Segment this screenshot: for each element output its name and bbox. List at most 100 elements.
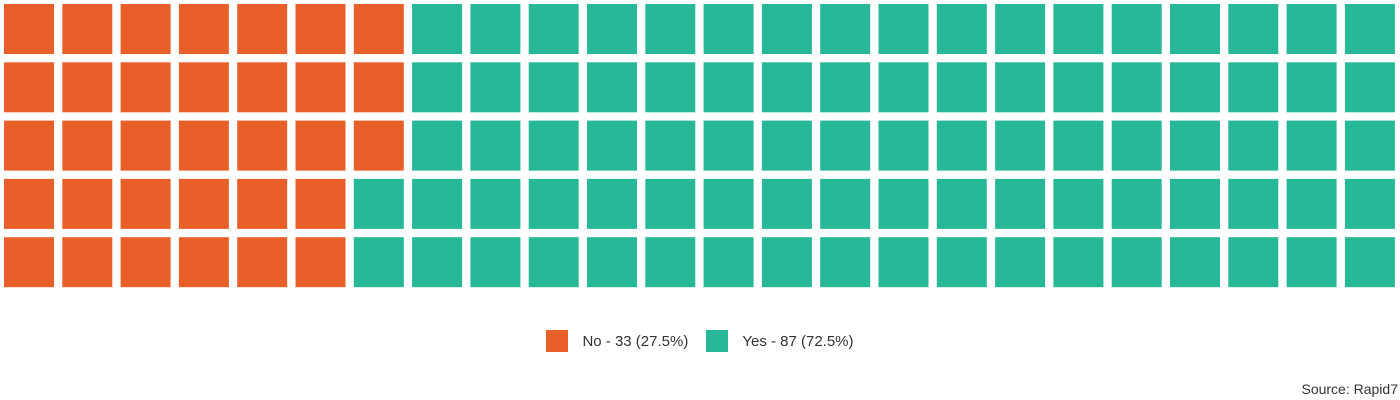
waffle-cell-yes	[936, 4, 987, 54]
waffle-cell-no	[62, 237, 113, 288]
waffle-cell-yes	[587, 178, 637, 229]
waffle-cell-no	[62, 120, 113, 171]
waffle-cell-yes	[820, 178, 871, 229]
waffle-cell-yes	[1228, 178, 1279, 229]
waffle-cell-yes	[528, 178, 579, 229]
waffle-cell-yes	[1170, 62, 1220, 113]
waffle-cell-no	[120, 237, 171, 288]
waffle-cell-no	[178, 178, 229, 229]
waffle-cell-yes	[470, 237, 521, 288]
waffle-cell-yes	[645, 237, 696, 288]
waffle-cell-yes	[1111, 4, 1162, 54]
waffle-cell-yes	[412, 178, 463, 229]
waffle-cell-yes	[703, 178, 754, 229]
waffle-cell-yes	[528, 62, 579, 113]
waffle-cell-yes	[528, 120, 579, 171]
waffle-cell-yes	[703, 4, 754, 54]
legend-item-no: No - 33 (27.5%)	[546, 330, 688, 352]
waffle-cell-yes	[1228, 4, 1279, 54]
waffle-cell-yes	[936, 120, 987, 171]
waffle-cell-yes	[1170, 4, 1220, 54]
waffle-cell-yes	[703, 237, 754, 288]
waffle-cell-yes	[761, 178, 812, 229]
waffle-cell-yes	[1053, 120, 1104, 171]
waffle-cell-yes	[1170, 237, 1220, 288]
waffle-cell-yes	[878, 120, 929, 171]
waffle-cell-yes	[1111, 120, 1162, 171]
waffle-cell-yes	[1111, 62, 1162, 113]
waffle-cell-yes	[703, 62, 754, 113]
waffle-cell-no	[295, 178, 346, 229]
waffle-cell-yes	[878, 237, 929, 288]
waffle-cell-yes	[1286, 62, 1337, 113]
waffle-cell-no	[237, 4, 288, 54]
waffle-cell-yes	[1053, 237, 1104, 288]
legend-label-no: No - 33 (27.5%)	[582, 332, 689, 350]
waffle-cell-no	[120, 4, 171, 54]
waffle-cell-yes	[1111, 178, 1162, 229]
waffle-cell-yes	[1344, 120, 1395, 171]
waffle-cell-yes	[470, 62, 521, 113]
waffle-cell-yes	[1286, 120, 1337, 171]
waffle-cell-no	[295, 237, 346, 288]
waffle-cell-no	[237, 237, 288, 288]
waffle-cell-yes	[995, 120, 1046, 171]
waffle-cell-no	[295, 62, 346, 113]
waffle-cell-no	[178, 120, 229, 171]
waffle-cell-yes	[412, 120, 463, 171]
waffle-cell-yes	[820, 4, 871, 54]
waffle-cell-yes	[412, 4, 463, 54]
waffle-cell-yes	[412, 62, 463, 113]
waffle-cell-yes	[1053, 178, 1104, 229]
waffle-cell-yes	[587, 237, 637, 288]
waffle-cell-yes	[703, 120, 754, 171]
legend-swatch-yes	[706, 330, 729, 352]
waffle-cell-no	[120, 62, 171, 113]
waffle-cell-yes	[995, 237, 1046, 288]
waffle-cell-yes	[1344, 62, 1395, 113]
waffle-cell-yes	[761, 62, 812, 113]
waffle-cell-yes	[936, 178, 987, 229]
waffle-cell-yes	[761, 120, 812, 171]
waffle-cell-yes	[1286, 237, 1337, 288]
waffle-cell-no	[237, 62, 288, 113]
waffle-cell-yes	[587, 120, 637, 171]
waffle-cell-yes	[1286, 4, 1337, 54]
legend-label-yes: Yes - 87 (72.5%)	[742, 332, 854, 350]
waffle-cell-yes	[936, 62, 987, 113]
waffle-cell-no	[62, 178, 113, 229]
waffle-cell-yes	[1228, 120, 1279, 171]
waffle-cell-yes	[587, 62, 637, 113]
waffle-cell-yes	[1111, 237, 1162, 288]
waffle-cell-yes	[587, 4, 637, 54]
waffle-cell-yes	[878, 178, 929, 229]
waffle-cell-yes	[353, 237, 404, 288]
waffle-cell-yes	[528, 4, 579, 54]
source-note: Source: Rapid7	[1301, 381, 1398, 397]
waffle-cell-yes	[761, 237, 812, 288]
waffle-cell-yes	[1344, 4, 1395, 54]
waffle-grid	[4, 4, 1395, 288]
waffle-cell-yes	[995, 62, 1046, 113]
waffle-cell-yes	[820, 237, 871, 288]
waffle-cell-yes	[1344, 178, 1395, 229]
waffle-cell-yes	[645, 4, 696, 54]
waffle-cell-yes	[995, 178, 1046, 229]
waffle-cell-yes	[470, 120, 521, 171]
legend-swatch-no	[546, 330, 569, 352]
waffle-cell-no	[120, 120, 171, 171]
waffle-cell-yes	[353, 178, 404, 229]
waffle-cell-no	[4, 4, 54, 54]
waffle-cell-yes	[470, 178, 521, 229]
waffle-cell-yes	[1170, 120, 1220, 171]
waffle-cell-no	[295, 120, 346, 171]
waffle-cell-no	[237, 120, 288, 171]
waffle-cell-no	[62, 62, 113, 113]
waffle-cell-yes	[1053, 62, 1104, 113]
waffle-cell-yes	[1228, 237, 1279, 288]
waffle-cell-no	[353, 4, 404, 54]
waffle-cell-yes	[1344, 237, 1395, 288]
waffle-cell-no	[295, 4, 346, 54]
waffle-cell-yes	[820, 62, 871, 113]
waffle-cell-yes	[645, 62, 696, 113]
